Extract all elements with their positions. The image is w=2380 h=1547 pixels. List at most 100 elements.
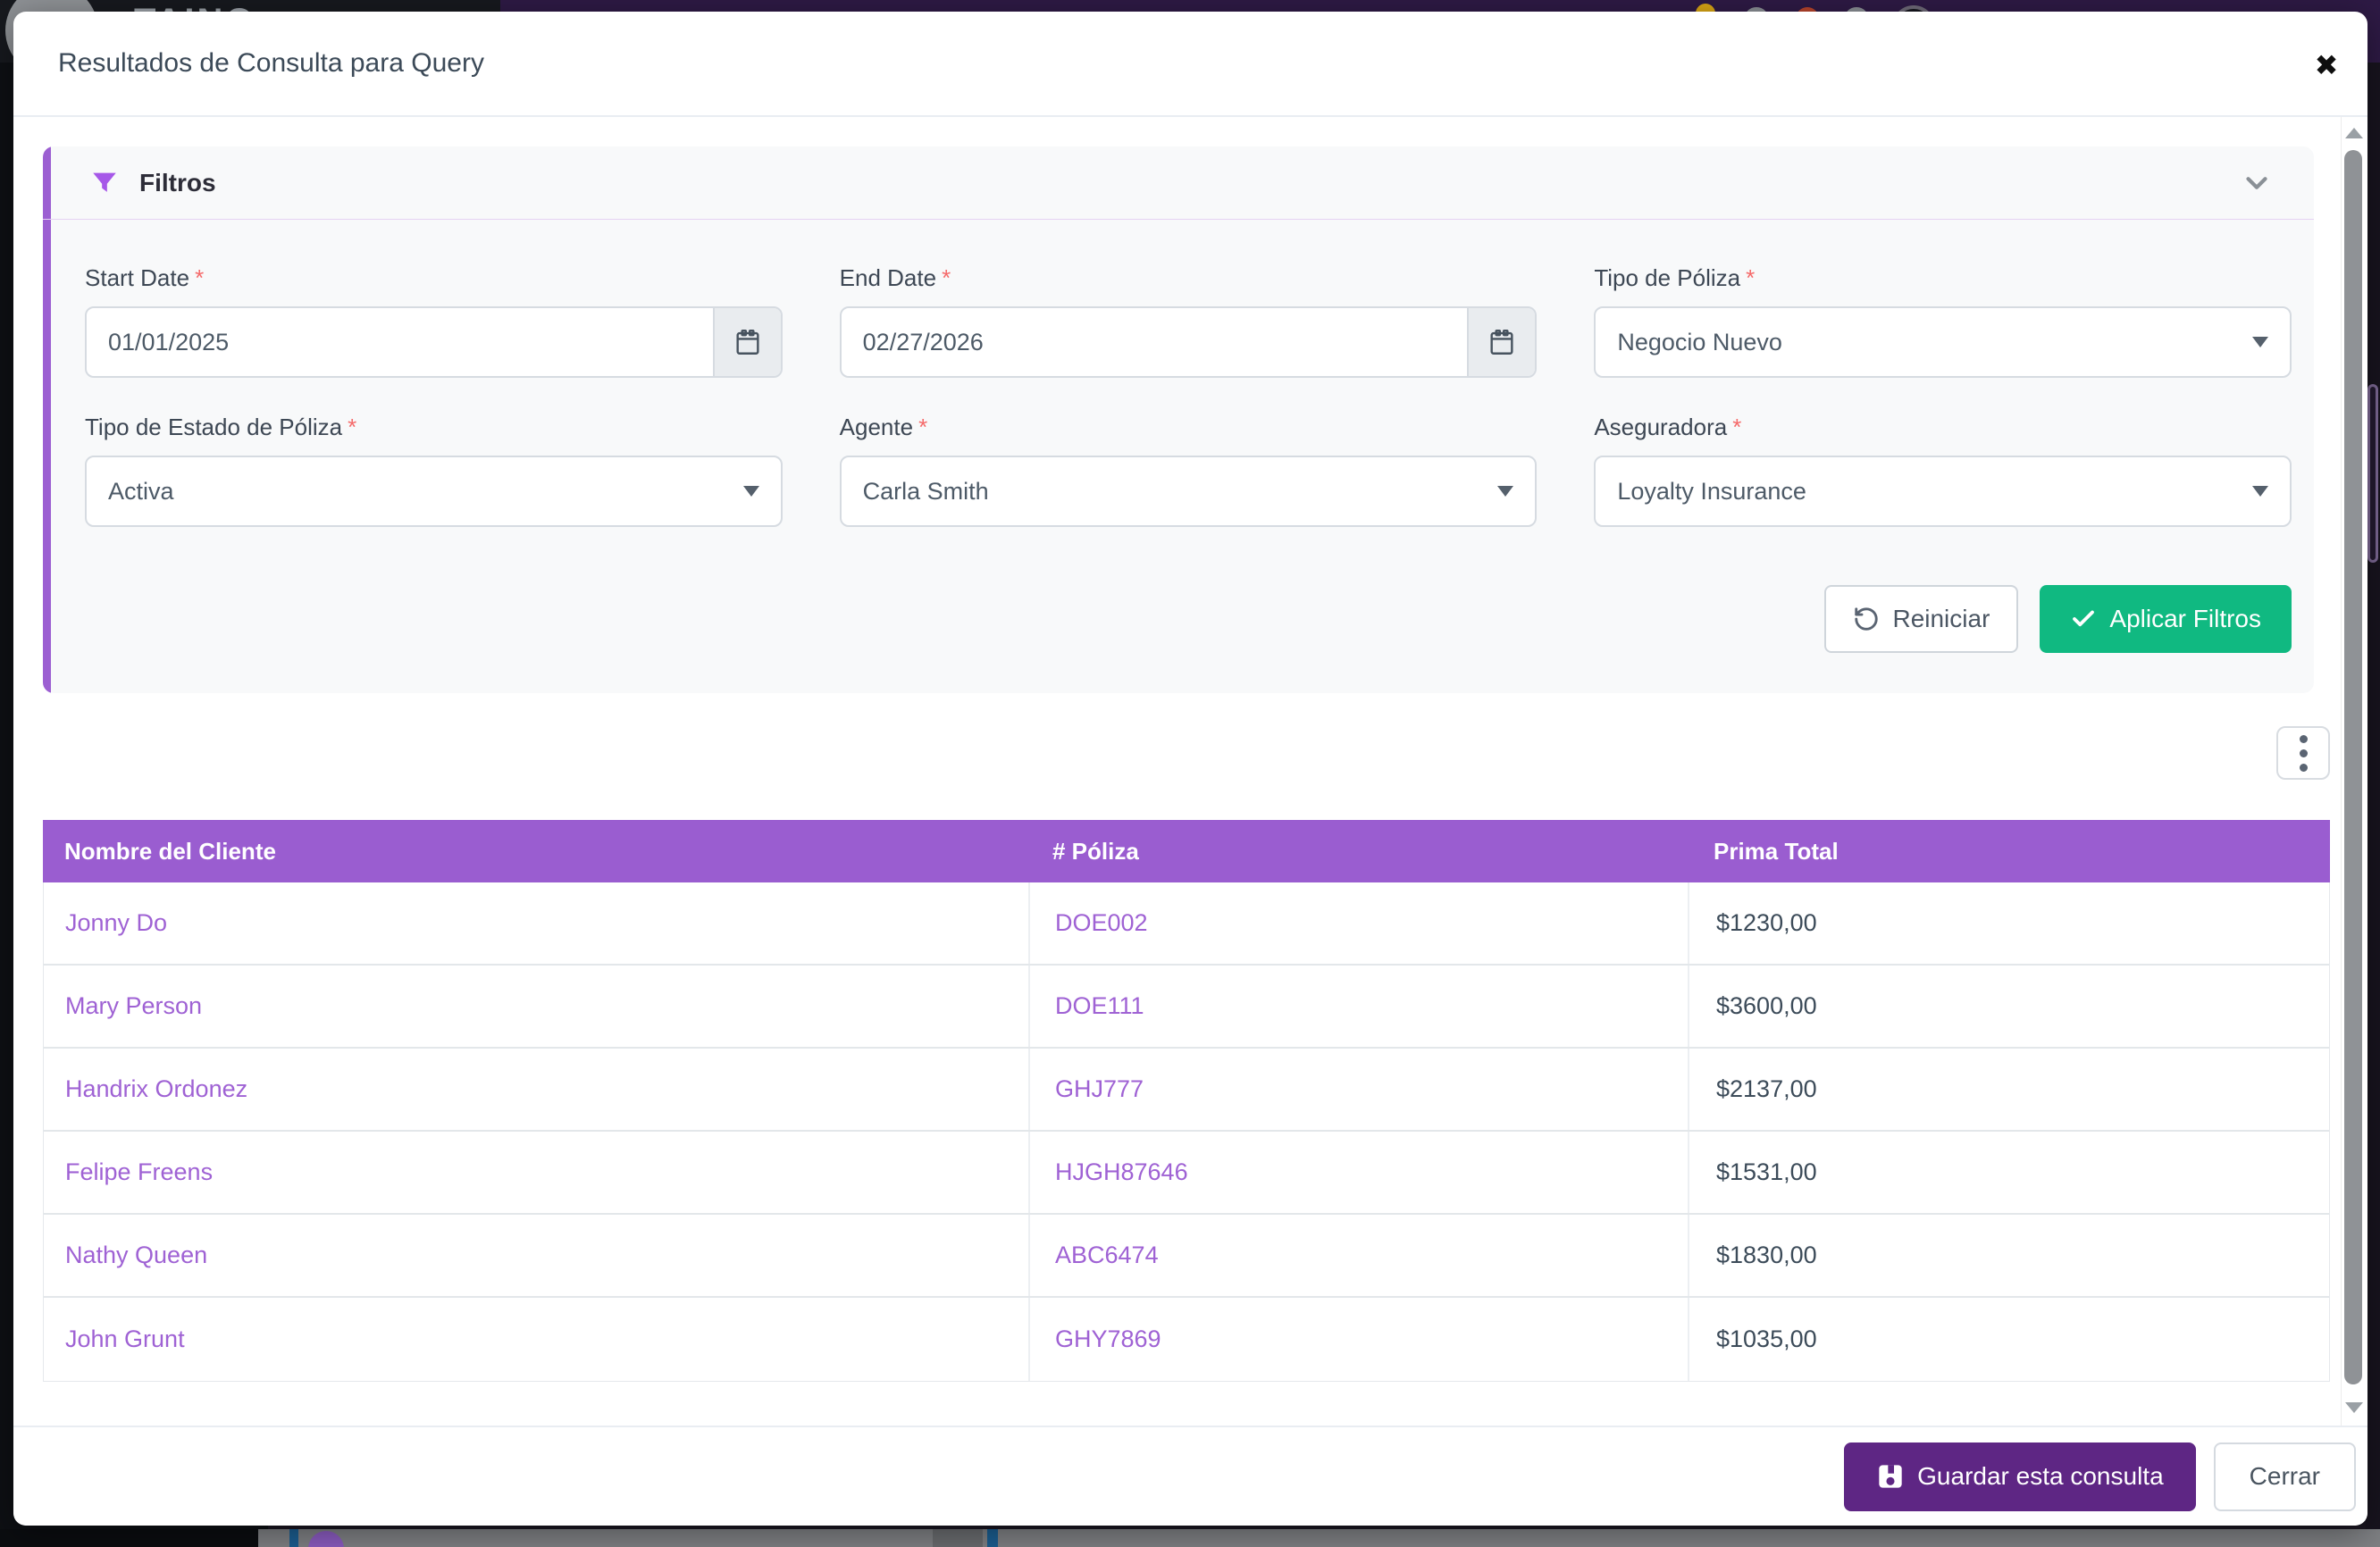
table-row: Handrix Ordonez GHJ777 $2137,00 <box>44 1049 2329 1132</box>
required-mark: * <box>348 414 357 440</box>
kebab-dot <box>2299 734 2308 743</box>
required-mark: * <box>942 264 951 291</box>
policy-status-label: Tipo de Estado de Póliza <box>85 414 343 440</box>
kebab-dot <box>2299 763 2308 772</box>
apply-filters-button[interactable]: Aplicar Filtros <box>2040 585 2292 653</box>
apply-filters-label: Aplicar Filtros <box>2109 605 2261 632</box>
close-icon[interactable]: ✖ <box>2314 49 2339 81</box>
save-query-button[interactable]: Guardar esta consulta <box>1844 1442 2196 1511</box>
policy-link[interactable]: HJGH87646 <box>1055 1158 1188 1185</box>
dialog-body: Filtros Start Date * <box>13 117 2342 1426</box>
scroll-up-arrow[interactable] <box>2344 128 2363 138</box>
rotate-ccw-icon <box>1855 607 1879 631</box>
filters-panel: Filtros Start Date * <box>43 146 2314 693</box>
reset-button-label: Reiniciar <box>1892 605 1990 632</box>
end-date-calendar-button[interactable] <box>1467 308 1536 376</box>
end-date-label: End Date <box>839 264 937 291</box>
background-blue-tick-left <box>289 1529 298 1547</box>
background-right-edge <box>2366 63 2380 1529</box>
filters-header[interactable]: Filtros <box>43 146 2314 220</box>
premium-value: $2137,00 <box>1716 1075 1817 1102</box>
column-header-premium: Prima Total <box>1714 837 1839 865</box>
start-date-input[interactable] <box>87 308 713 376</box>
policy-type-select[interactable]: Negocio Nuevo <box>1594 306 2292 378</box>
client-link[interactable]: John Grunt <box>65 1325 185 1352</box>
required-mark: * <box>195 264 205 291</box>
table-row: John Grunt GHY7869 $1035,00 <box>44 1298 2329 1381</box>
background-bottom-sidebar <box>0 1529 258 1547</box>
premium-value: $1230,00 <box>1716 909 1817 936</box>
client-link[interactable]: Handrix Ordonez <box>65 1075 248 1102</box>
background-widget <box>2367 384 2378 563</box>
insurer-label: Aseguradora <box>1594 414 1728 440</box>
chevron-down-icon[interactable] <box>2240 166 2274 200</box>
premium-value: $3600,00 <box>1716 992 1817 1019</box>
background-blue-tick <box>987 1529 998 1547</box>
start-date-calendar-button[interactable] <box>712 308 781 376</box>
table-header-row: Nombre del Cliente # Póliza Prima Total <box>43 820 2330 882</box>
insurer-value: Loyalty Insurance <box>1617 477 1806 505</box>
caret-down-icon <box>2252 486 2268 497</box>
client-link[interactable]: Nathy Queen <box>65 1242 208 1268</box>
agent-label: Agente <box>839 414 914 440</box>
scroll-down-arrow[interactable] <box>2344 1402 2363 1413</box>
check-icon <box>2073 610 2095 627</box>
field-policy-status: Tipo de Estado de Póliza * Activa <box>85 414 783 527</box>
premium-value: $1830,00 <box>1716 1242 1817 1268</box>
start-date-group <box>85 306 783 378</box>
filters-title: Filtros <box>139 168 216 197</box>
policy-link[interactable]: ABC6474 <box>1055 1242 1159 1268</box>
policy-link[interactable]: DOE111 <box>1055 992 1144 1019</box>
caret-down-icon <box>742 486 759 497</box>
background-purple-dot <box>308 1531 344 1547</box>
kebab-dot <box>2299 748 2308 757</box>
field-insurer: Aseguradora * Loyalty Insurance <box>1594 414 2292 527</box>
end-date-input[interactable] <box>841 308 1468 376</box>
policy-type-label: Tipo de Póliza <box>1594 264 1741 291</box>
client-link[interactable]: Jonny Do <box>65 909 168 936</box>
end-date-group <box>839 306 1538 378</box>
field-policy-type: Tipo de Póliza * Negocio Nuevo <box>1594 264 2292 378</box>
table-row: Nathy Queen ABC6474 $1830,00 <box>44 1215 2329 1298</box>
client-link[interactable]: Mary Person <box>65 992 203 1019</box>
filters-actions: Reiniciar Aplicar Filtros <box>85 585 2292 653</box>
required-mark: * <box>1746 264 1756 291</box>
dialog-footer: Guardar esta consulta Cerrar <box>13 1426 2367 1526</box>
table-row: Jonny Do DOE002 $1230,00 <box>44 882 2329 966</box>
background-bottom-bar <box>0 1529 2380 1547</box>
calendar-icon <box>1490 330 1513 355</box>
policy-status-select[interactable]: Activa <box>85 456 783 527</box>
save-query-label: Guardar esta consulta <box>1917 1462 2164 1490</box>
table-toolbar <box>43 726 2330 780</box>
field-agent: Agente * Carla Smith <box>839 414 1538 527</box>
client-link[interactable]: Felipe Freens <box>65 1158 214 1185</box>
calendar-icon <box>736 330 759 355</box>
query-results-dialog: Resultados de Consulta para Query ✖ Filt… <box>13 12 2367 1526</box>
table-options-button[interactable] <box>2276 726 2330 780</box>
close-dialog-label: Cerrar <box>2249 1462 2320 1490</box>
policy-link[interactable]: GHY7869 <box>1055 1325 1161 1352</box>
scrollbar-thumb[interactable] <box>2344 150 2362 1384</box>
table-row: Mary Person DOE111 $3600,00 <box>44 966 2329 1049</box>
close-dialog-button[interactable]: Cerrar <box>2213 1442 2356 1511</box>
policy-link[interactable]: GHJ777 <box>1055 1075 1144 1102</box>
insurer-select[interactable]: Loyalty Insurance <box>1594 456 2292 527</box>
column-header-policy: # Póliza <box>1052 837 1139 865</box>
agent-select[interactable]: Carla Smith <box>839 456 1538 527</box>
caret-down-icon <box>2252 337 2268 347</box>
reset-button[interactable]: Reiniciar <box>1824 585 2019 653</box>
policy-type-value: Negocio Nuevo <box>1617 328 1782 355</box>
dialog-scrollbar[interactable] <box>2341 117 2366 1426</box>
filter-icon <box>93 172 116 192</box>
dialog-header: Resultados de Consulta para Query ✖ <box>13 12 2367 117</box>
start-date-label: Start Date <box>85 264 190 291</box>
results-table: Nombre del Cliente # Póliza Prima Total … <box>43 820 2330 1382</box>
policy-link[interactable]: DOE002 <box>1055 909 1148 936</box>
required-mark: * <box>918 414 928 440</box>
table-body: Jonny Do DOE002 $1230,00 Mary Person DOE… <box>43 882 2330 1382</box>
save-icon <box>1879 1465 1902 1488</box>
filters-accent-bar <box>43 146 51 693</box>
premium-value: $1531,00 <box>1716 1158 1817 1185</box>
column-header-client: Nombre del Cliente <box>64 837 276 865</box>
